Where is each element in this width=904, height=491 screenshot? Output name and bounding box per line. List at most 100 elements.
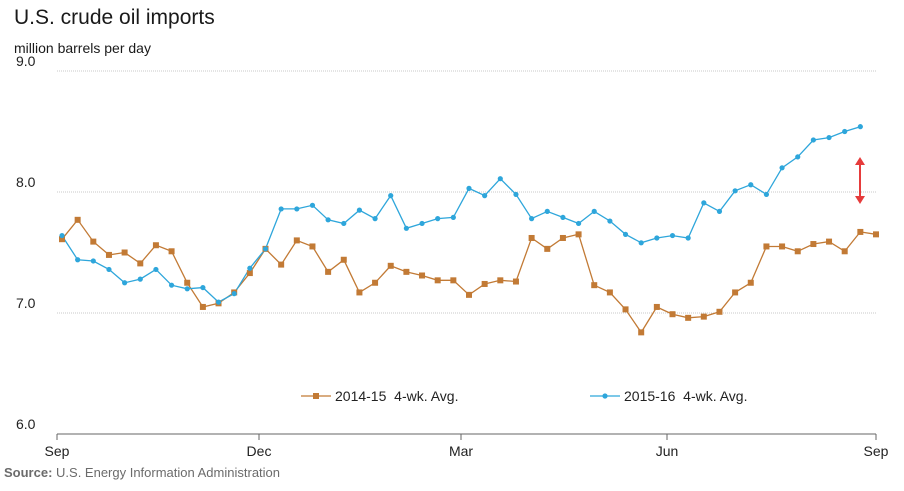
data-point-2015-16 — [810, 137, 816, 143]
data-point-2015-16 — [90, 258, 96, 264]
data-point-2015-16 — [575, 220, 582, 227]
data-point-2015-16 — [513, 191, 519, 198]
data-point-2014-15 — [857, 228, 864, 235]
data-point-2014-15 — [732, 289, 739, 296]
data-point-2014-15 — [669, 311, 676, 318]
x-tick-label: Mar — [449, 443, 473, 459]
data-point-2015-16 — [466, 185, 472, 191]
x-tick-label: Sep — [864, 443, 889, 459]
data-point-2014-15 — [387, 262, 394, 269]
y-tick-label: 9.0 — [16, 53, 36, 69]
data-point-2014-15 — [105, 251, 112, 258]
data-point-2014-15 — [199, 303, 206, 310]
data-point-2014-15 — [246, 270, 253, 277]
data-point-2014-15 — [591, 282, 598, 289]
data-point-2015-16 — [716, 208, 723, 214]
x-tick-label: Jun — [656, 443, 679, 459]
data-point-2015-16 — [669, 232, 676, 239]
data-point-2015-16 — [419, 220, 425, 227]
data-point-2014-15 — [622, 306, 629, 313]
data-point-2014-15 — [184, 279, 191, 286]
data-point-2014-15 — [575, 231, 582, 238]
legend-marker-1 — [602, 393, 608, 399]
data-point-2014-15 — [606, 289, 613, 296]
series-line-0 — [61, 218, 877, 334]
chart-title: U.S. crude oil imports — [14, 6, 215, 29]
data-point-2015-16 — [231, 291, 237, 297]
data-point-2014-15 — [826, 238, 833, 245]
data-point-2015-16 — [857, 124, 863, 130]
source-text: U.S. Energy Information Administration — [52, 465, 281, 480]
legend-label-1: 2015-16 4-wk. Avg. — [624, 388, 747, 404]
data-point-2015-16 — [262, 246, 269, 252]
data-point-2014-15 — [356, 289, 363, 296]
data-point-2015-16 — [842, 128, 848, 135]
data-point-2014-15 — [278, 261, 285, 268]
data-point-2015-16 — [403, 225, 409, 231]
data-point-2014-15 — [466, 291, 472, 298]
data-point-2015-16 — [294, 206, 300, 212]
data-point-2015-16 — [356, 207, 363, 213]
legend-marker-0 — [313, 393, 319, 399]
data-point-2015-16 — [779, 165, 785, 171]
data-point-2015-16 — [795, 154, 801, 160]
y-tick-label: 6.0 — [16, 416, 36, 432]
data-point-2014-15 — [309, 243, 316, 250]
data-point-2015-16 — [309, 202, 316, 208]
data-point-2014-15 — [810, 241, 817, 248]
difference-arrow-head-down — [855, 196, 865, 204]
chart-subtitle: million barrels per day — [14, 40, 151, 56]
data-point-2015-16 — [59, 232, 65, 239]
data-point-2014-15 — [794, 248, 801, 255]
data-point-2014-15 — [873, 231, 879, 238]
data-point-2014-15 — [137, 260, 144, 267]
data-point-2015-16 — [544, 208, 550, 214]
data-point-2015-16 — [137, 276, 143, 282]
data-point-2014-15 — [528, 234, 535, 241]
data-point-2014-15 — [779, 243, 786, 250]
data-point-2014-15 — [434, 277, 441, 284]
data-point-2015-16 — [450, 214, 456, 221]
data-point-2015-16 — [184, 286, 190, 292]
data-point-2014-15 — [700, 313, 707, 320]
data-point-2014-15 — [59, 236, 65, 243]
y-tick-label: 8.0 — [16, 174, 36, 190]
data-point-2015-16 — [435, 216, 441, 222]
data-point-2015-16 — [153, 266, 159, 273]
data-point-2014-15 — [293, 237, 300, 244]
data-point-2015-16 — [826, 134, 832, 141]
data-point-2014-15 — [152, 242, 159, 249]
data-point-2014-15 — [168, 248, 175, 255]
data-point-2014-15 — [481, 280, 488, 287]
x-tick-label: Dec — [247, 443, 272, 459]
data-point-2014-15 — [544, 245, 551, 252]
data-point-2014-15 — [325, 268, 332, 275]
data-point-2015-16 — [497, 176, 503, 182]
data-point-2015-16 — [622, 231, 629, 237]
data-point-2015-16 — [106, 266, 112, 273]
data-point-2014-15 — [419, 272, 426, 279]
data-point-2015-16 — [560, 214, 566, 221]
data-point-2014-15 — [512, 278, 519, 285]
data-point-2014-15 — [716, 308, 723, 315]
data-point-2014-15 — [685, 314, 692, 321]
data-point-2015-16 — [685, 235, 691, 241]
data-point-2014-15 — [90, 238, 97, 245]
data-point-2014-15 — [559, 234, 566, 241]
data-point-2015-16 — [122, 280, 128, 286]
y-tick-label: 7.0 — [16, 295, 36, 311]
data-point-2015-16 — [701, 200, 707, 206]
data-point-2015-16 — [732, 188, 738, 194]
data-point-2014-15 — [340, 256, 347, 263]
data-point-2015-16 — [168, 282, 175, 288]
legend-label-0: 2014-15 4-wk. Avg. — [335, 388, 458, 404]
source-label: Source: — [4, 465, 53, 480]
data-point-2015-16 — [278, 206, 284, 212]
data-point-2015-16 — [529, 216, 535, 222]
data-point-2014-15 — [372, 279, 379, 286]
data-point-2014-15 — [403, 268, 410, 275]
data-point-2015-16 — [482, 193, 488, 199]
data-point-2014-15 — [747, 279, 754, 286]
data-point-2015-16 — [638, 240, 644, 246]
data-point-2015-16 — [75, 257, 81, 263]
